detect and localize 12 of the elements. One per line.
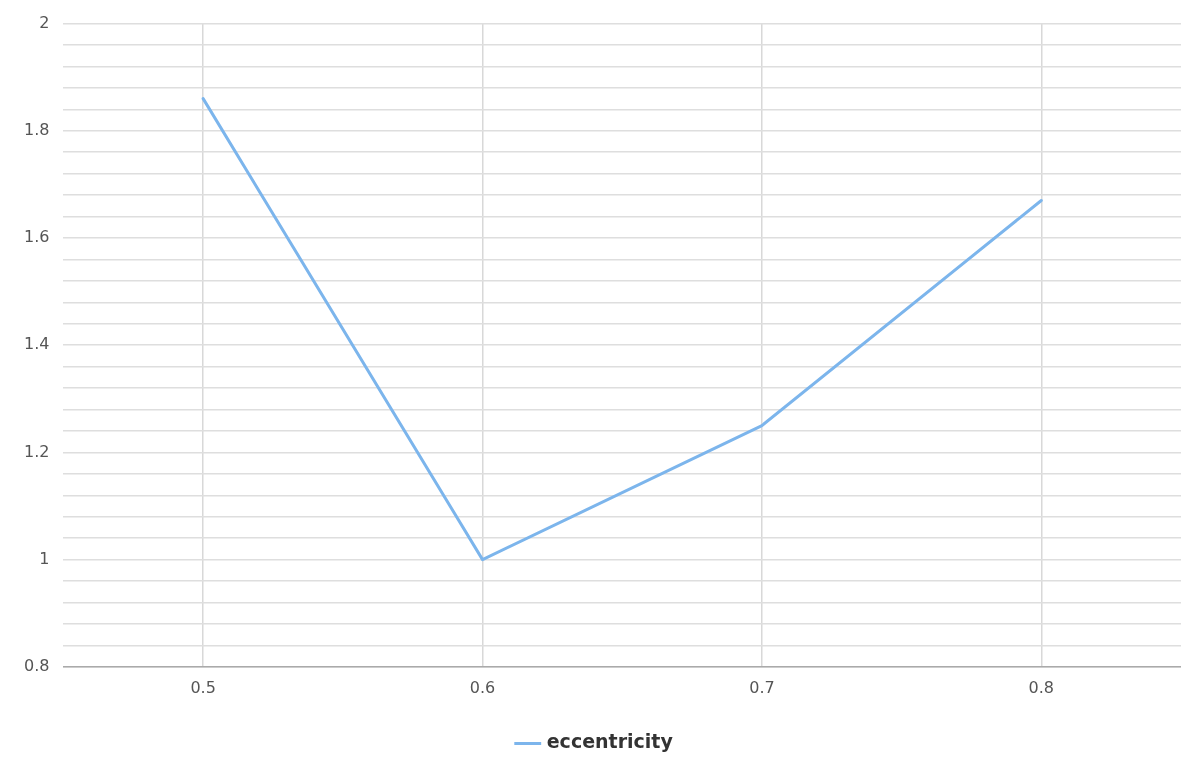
y-tick-label: 1.4 — [23, 334, 50, 354]
x-tick-label: 0.8 — [1028, 677, 1055, 697]
y-tick-label: 2 — [39, 12, 50, 32]
legend-label: eccentricity — [546, 730, 674, 753]
x-tick-label: 0.6 — [469, 677, 496, 697]
y-tick-label: 1.6 — [23, 227, 50, 247]
y-tick-label: 1.2 — [23, 441, 50, 461]
x-tick-label: 0.5 — [190, 677, 216, 697]
x-tick-label: 0.7 — [749, 677, 775, 697]
y-tick-label: 0.8 — [23, 655, 50, 675]
y-tick-label: 1 — [39, 548, 50, 568]
y-tick-label: 1.8 — [23, 119, 50, 139]
